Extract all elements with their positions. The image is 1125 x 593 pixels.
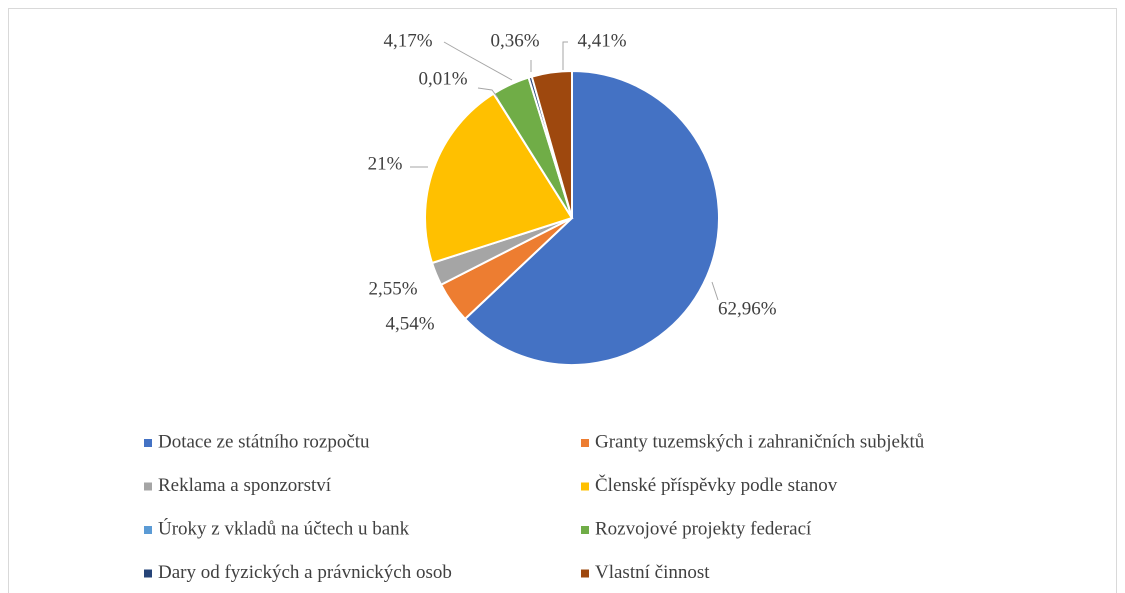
legend-marker xyxy=(581,526,589,534)
legend-label: Úroky z vkladů na účtech u bank xyxy=(158,517,410,539)
legend-label: Reklama a sponzorství xyxy=(158,475,332,496)
pie-slice xyxy=(463,69,720,366)
legend-marker xyxy=(144,482,152,491)
legend-marker xyxy=(144,569,152,578)
data-label: 21% xyxy=(368,153,403,174)
legend-label: Dotace ze státního rozpočtu xyxy=(158,431,370,452)
legend-marker xyxy=(144,526,152,534)
data-label: 0,36% xyxy=(490,30,539,51)
legend-marker xyxy=(144,439,152,447)
leader-line xyxy=(443,41,513,81)
data-label: 4,41% xyxy=(577,30,626,51)
data-label: 0,01% xyxy=(418,68,467,89)
data-label: 4,54% xyxy=(385,313,434,334)
legend-label: Granty tuzemských i zahraničních subjekt… xyxy=(595,431,925,452)
legend-label: Dary od fyzických a právnických osob xyxy=(158,562,452,583)
legend-label: Rozvojové projekty federací xyxy=(595,518,812,539)
legend-label: Členské příspěvky podle stanov xyxy=(595,474,838,496)
pie-slice xyxy=(530,69,573,219)
pie-slice xyxy=(424,92,574,265)
leader-line xyxy=(477,87,499,99)
leader-line xyxy=(711,281,719,301)
leader-line xyxy=(562,41,568,70)
legend-marker xyxy=(581,569,589,578)
legend-marker xyxy=(581,482,589,491)
data-label: 4,17% xyxy=(383,30,432,51)
data-label: 62,96% xyxy=(718,298,777,319)
legend-label: Vlastní činnost xyxy=(595,562,710,583)
data-label: 2,55% xyxy=(368,278,417,299)
legend-marker xyxy=(581,439,589,447)
